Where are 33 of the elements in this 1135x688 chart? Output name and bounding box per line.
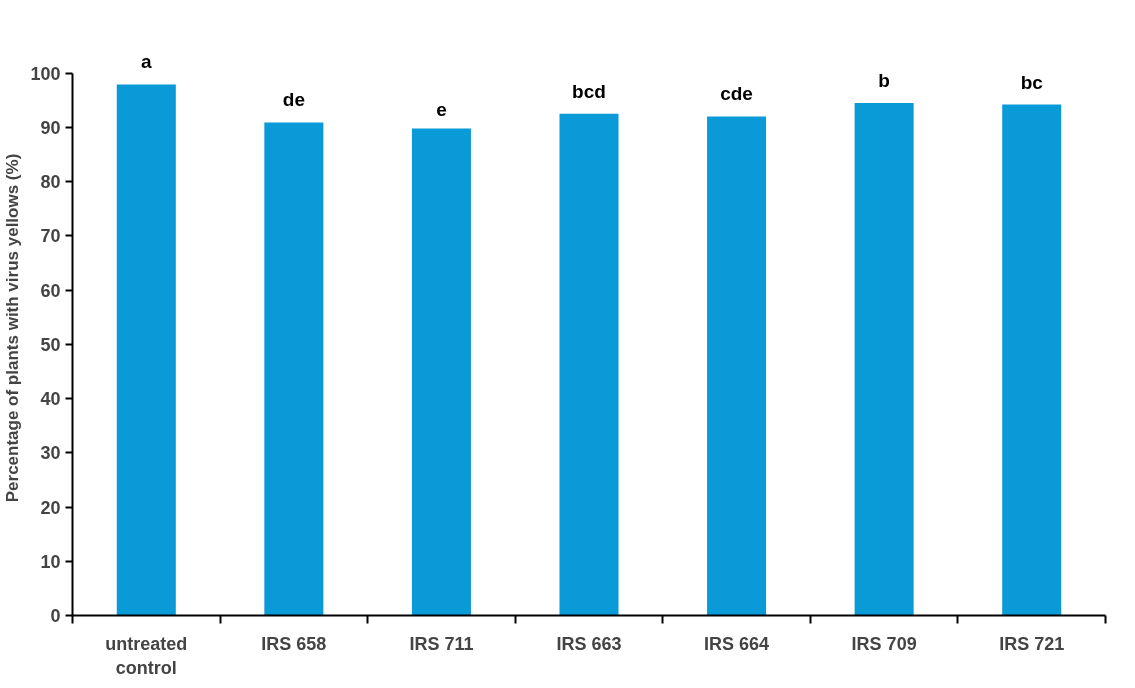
y-tick-label: 80: [40, 172, 61, 193]
y-tick-label: 40: [40, 389, 61, 410]
x-tick-label: untreated control: [105, 633, 188, 678]
y-tick-label: 20: [40, 497, 61, 518]
x-tick-label: IRS 664: [704, 633, 770, 654]
y-tick-label: 0: [50, 606, 61, 626]
annotation: e: [436, 99, 447, 121]
y-tick-label: 100: [30, 63, 61, 84]
bar: [707, 116, 767, 616]
y-tick-label: 60: [40, 280, 61, 301]
bar: [116, 84, 176, 616]
bar: [264, 122, 324, 616]
annotation: de: [282, 89, 305, 111]
bar: [854, 102, 914, 616]
y-tick-label: 10: [40, 551, 61, 572]
y-tick-label: 50: [40, 334, 61, 355]
annotation: b: [878, 69, 890, 91]
x-tick-label: IRS 658: [261, 633, 327, 654]
annotation: bcd: [572, 80, 606, 102]
bar: [411, 128, 471, 616]
bar: [1002, 104, 1062, 616]
annotation: cde: [720, 83, 753, 105]
x-tick-label: IRS 721: [999, 633, 1065, 654]
x-tick-label: IRS 709: [851, 633, 917, 654]
annotation: bc: [1020, 71, 1044, 93]
annotation: a: [141, 51, 152, 73]
bar: [559, 113, 619, 616]
x-tick-label: IRS 711: [409, 633, 474, 654]
y-axis-title: Percentage of plants with virus yellows (%): [3, 153, 23, 503]
y-tick-label: 70: [40, 226, 61, 247]
x-tick-label: IRS 663: [556, 633, 622, 654]
y-tick-label: 90: [40, 117, 61, 138]
y-tick-label: 30: [40, 443, 61, 464]
